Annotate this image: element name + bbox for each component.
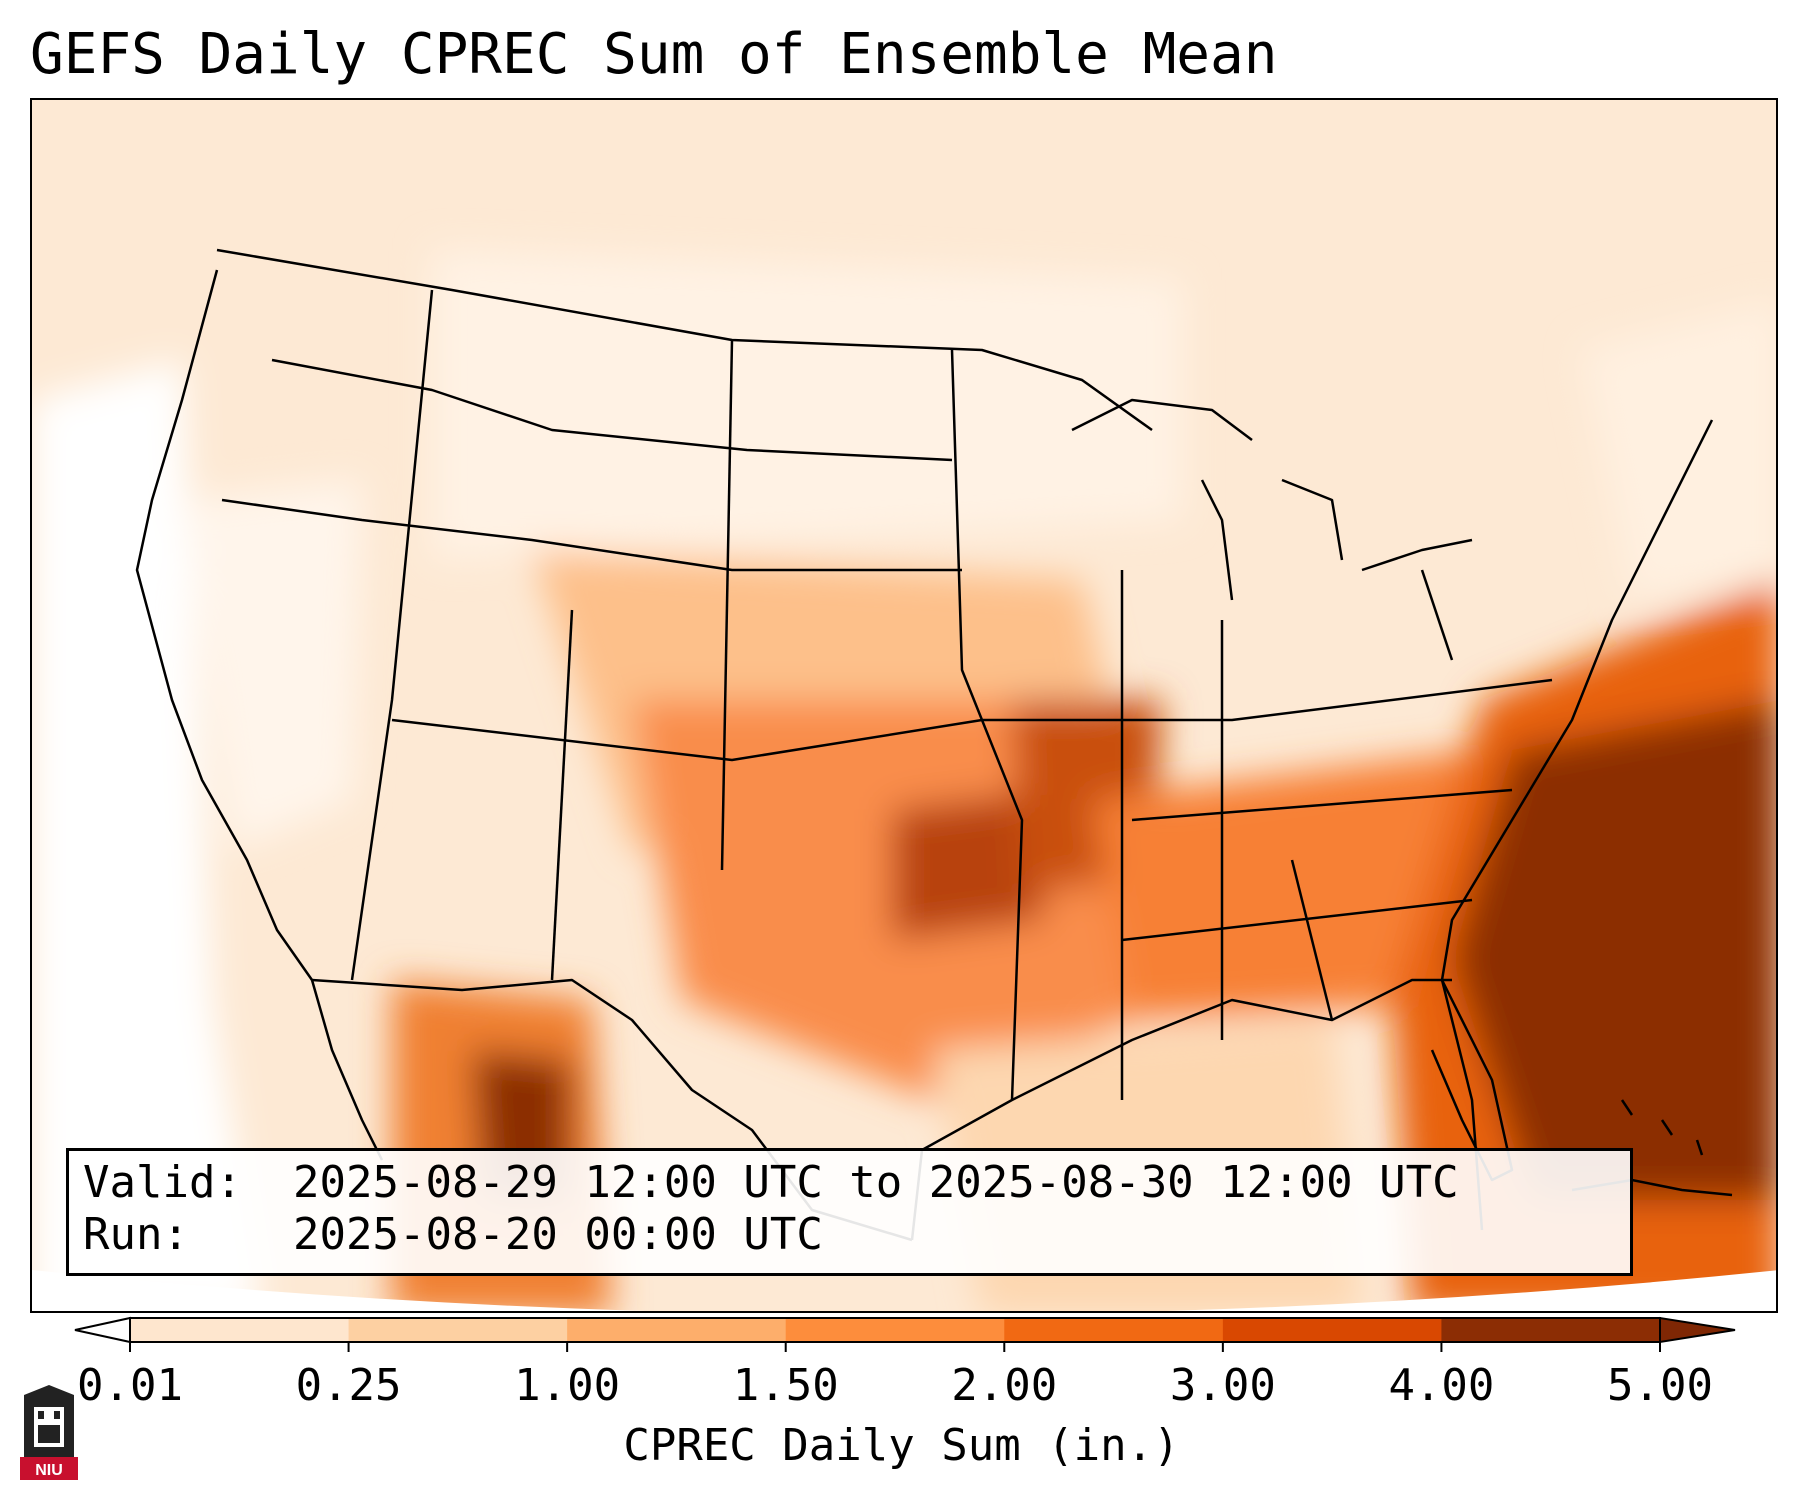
map-canvas bbox=[32, 100, 1776, 1311]
valid-row: Valid: 2025-08-29 12:00 UTC to 2025-08-30… bbox=[83, 1157, 1616, 1209]
run-value: 2025-08-20 00:00 UTC bbox=[293, 1209, 823, 1260]
colorbar-tick-label: 0.01 bbox=[77, 1360, 183, 1411]
run-key: Run: bbox=[83, 1209, 189, 1260]
valid-run-info-box: Valid: 2025-08-29 12:00 UTC to 2025-08-30… bbox=[66, 1148, 1633, 1276]
lake-michigan bbox=[1200, 479, 1234, 601]
colorbar-segment bbox=[785, 1318, 1005, 1342]
lake-huron bbox=[1281, 478, 1344, 561]
colorbar-tick-label: 1.00 bbox=[514, 1360, 621, 1411]
bahamas bbox=[1620, 1099, 1704, 1156]
colorbar-segment bbox=[567, 1318, 787, 1342]
colorbar-under-arrow bbox=[74, 1316, 131, 1344]
us-east-coast bbox=[1440, 419, 1714, 1231]
colorbar-segment bbox=[1004, 1318, 1224, 1342]
state-line-12 bbox=[1131, 788, 1513, 822]
colorbar-tick-label: 3.00 bbox=[1169, 1360, 1276, 1411]
colorbar-segment bbox=[1222, 1318, 1442, 1342]
colorbar-graphic bbox=[74, 1316, 1736, 1352]
state-line-6 bbox=[950, 349, 1024, 1101]
precipitation-map bbox=[30, 98, 1778, 1313]
colorbar-tick-label: 0.25 bbox=[295, 1360, 402, 1411]
precip-northern-plains bbox=[432, 250, 1182, 560]
map-title: GEFS Daily CPREC Sum of Ensemble Mean bbox=[30, 22, 1278, 87]
map-boundaries bbox=[135, 248, 1714, 1242]
lake-erie bbox=[1361, 538, 1473, 572]
canada-border bbox=[216, 248, 1153, 432]
logo-text: NIU bbox=[35, 1462, 63, 1479]
colorbar-tick-label: 4.00 bbox=[1388, 1360, 1495, 1411]
state-line-4 bbox=[550, 609, 574, 981]
colorbar-segment bbox=[130, 1318, 350, 1342]
precip-oklahoma-max bbox=[892, 790, 1052, 940]
state-line-10 bbox=[1290, 859, 1334, 1021]
run-row: Run: 2025-08-20 00:00 UTC bbox=[83, 1209, 1616, 1261]
colorbar-tick-label: 2.00 bbox=[951, 1360, 1058, 1411]
baja-coast bbox=[310, 979, 384, 1161]
colorbar-tick-label: 5.00 bbox=[1607, 1360, 1713, 1411]
precip-northeast bbox=[1582, 301, 1776, 600]
gulf-coast bbox=[910, 978, 1452, 1241]
colorbar-segment bbox=[1441, 1318, 1661, 1342]
niu-logo: NIU bbox=[20, 1385, 78, 1480]
projection-edge bbox=[32, 1270, 1776, 1311]
valid-key: Valid: bbox=[83, 1157, 242, 1208]
colorbar-outline bbox=[129, 1317, 1661, 1343]
state-line-13 bbox=[1121, 898, 1473, 942]
precip-west-light bbox=[32, 360, 262, 1311]
valid-value: 2025-08-29 12:00 UTC to 2025-08-30 12:00… bbox=[293, 1157, 1459, 1208]
colorbar-over-arrow bbox=[1659, 1316, 1736, 1344]
precip-atlantic-max bbox=[1452, 700, 1776, 1200]
lake-superior bbox=[1071, 398, 1253, 441]
niu-logo-icon: NIU bbox=[20, 1385, 78, 1480]
state-line-1 bbox=[271, 358, 953, 462]
colorbar-segment bbox=[348, 1318, 568, 1342]
precip-california bbox=[182, 480, 362, 850]
colorbar-label: CPREC Daily Sum (in.) bbox=[623, 1420, 1180, 1471]
us-west-coast bbox=[135, 269, 314, 981]
state-line-7 bbox=[350, 289, 434, 981]
state-line-5 bbox=[720, 339, 734, 871]
colorbar-tick-label: 1.50 bbox=[732, 1360, 839, 1411]
colorbar bbox=[0, 1300, 1803, 1500]
state-line-2 bbox=[221, 498, 962, 572]
state-line-11 bbox=[1420, 569, 1454, 661]
